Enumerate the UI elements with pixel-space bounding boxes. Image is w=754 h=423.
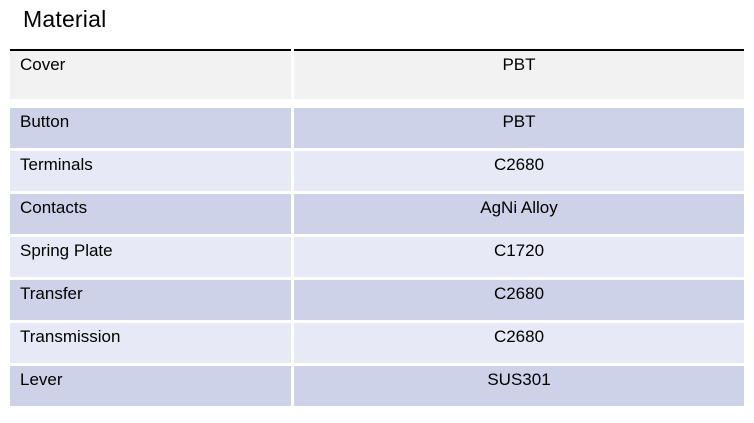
table-row: Button PBT	[10, 108, 744, 148]
material-value: C2680	[294, 280, 744, 320]
material-part-label: Terminals	[10, 151, 291, 191]
material-part-label: Transmission	[10, 323, 291, 363]
material-value: AgNi Alloy	[294, 194, 744, 234]
material-value: PBT	[294, 108, 744, 148]
table-row: Cover PBT	[10, 49, 744, 99]
table-row: Spring Plate C1720	[10, 237, 744, 277]
page-title: Material	[23, 6, 107, 32]
material-part-label: Button	[10, 108, 291, 148]
material-part-label: Spring Plate	[10, 237, 291, 277]
material-part-label: Transfer	[10, 280, 291, 320]
material-value: SUS301	[294, 366, 744, 406]
material-part-label: Contacts	[10, 194, 291, 234]
material-table: Cover PBT Button PBT Terminals C2680 Con…	[10, 49, 744, 406]
table-row: Lever SUS301	[10, 366, 744, 406]
material-part-label: Lever	[10, 366, 291, 406]
table-row: Transfer C2680	[10, 280, 744, 320]
table-row: Contacts AgNi Alloy	[10, 194, 744, 234]
material-value: C2680	[294, 323, 744, 363]
material-part-label: Cover	[10, 49, 291, 99]
material-value: PBT	[294, 49, 744, 99]
table-row: Transmission C2680	[10, 323, 744, 363]
table-row: Terminals C2680	[10, 151, 744, 191]
material-value: C2680	[294, 151, 744, 191]
material-value: C1720	[294, 237, 744, 277]
